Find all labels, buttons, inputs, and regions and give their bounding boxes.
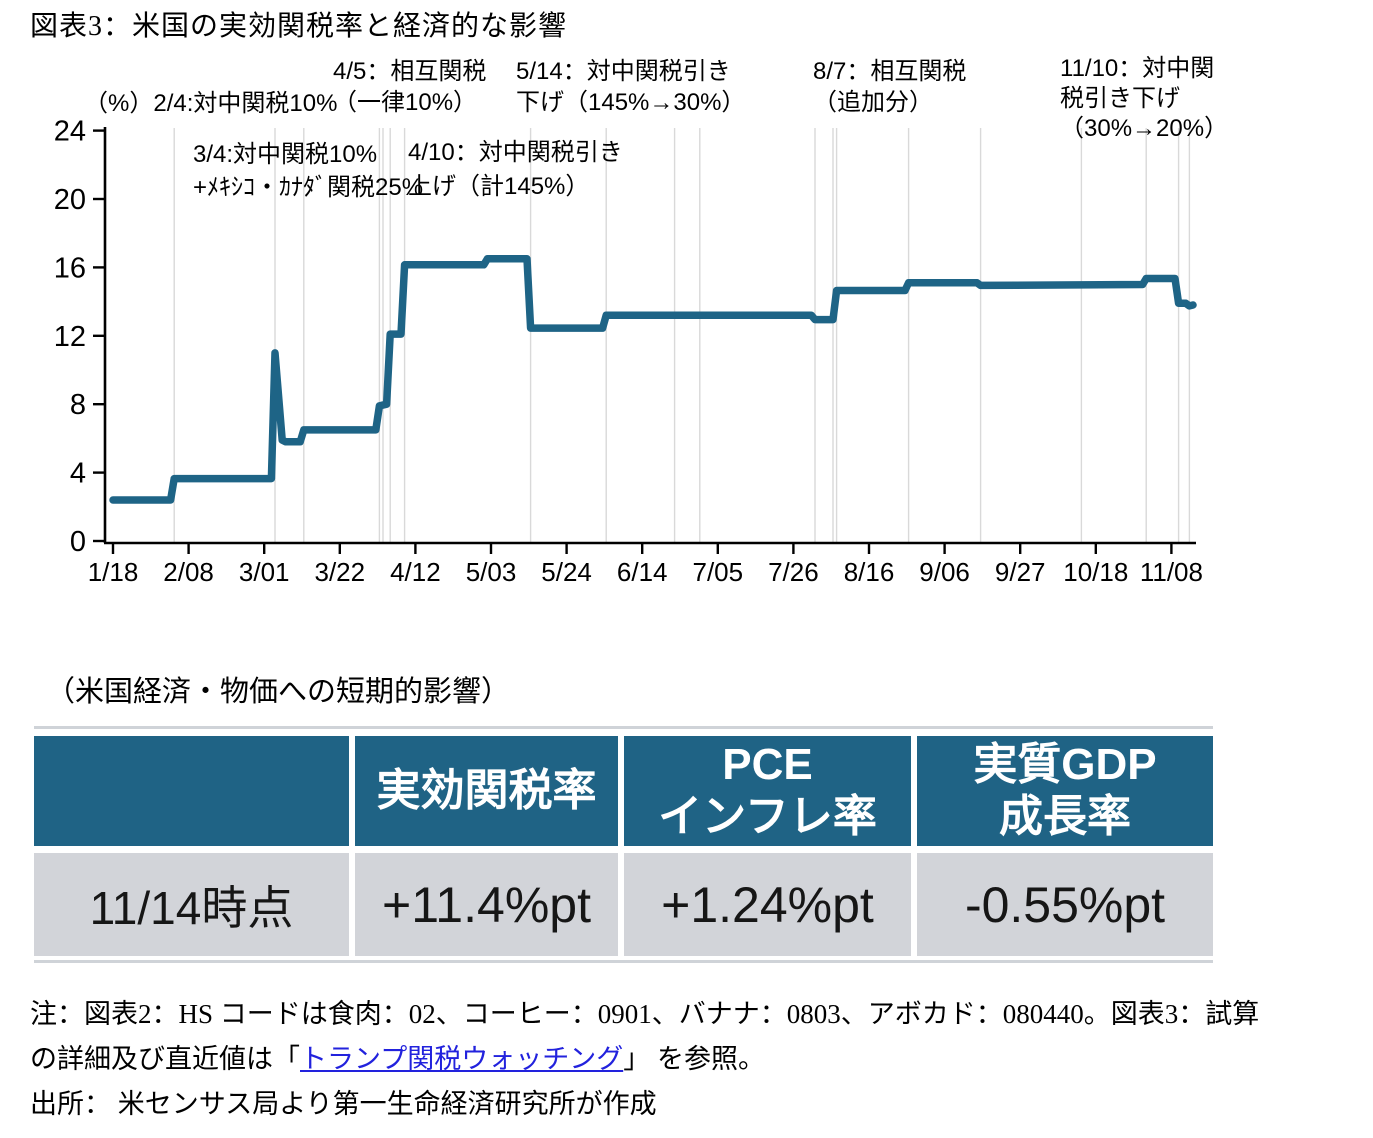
note-line-2: の詳細及び直近値は「トランプ関税ウォッチング」 を参照。	[30, 1037, 1370, 1082]
svg-text:0: 0	[70, 526, 86, 558]
svg-text:8: 8	[70, 389, 86, 421]
y-axis-unit-label: （%）	[84, 90, 154, 117]
annotation-row-1: （%） 2/4:対中関税10%	[84, 88, 337, 119]
svg-text:3/01: 3/01	[239, 557, 290, 587]
svg-text:6/14: 6/14	[617, 557, 668, 587]
tariff-line-chart: 0 4 8 12 16 20 24 1/18 2/08 3/01 3/22 4/12 5/03 5/24 6…	[54, 116, 1203, 587]
svg-text:9/06: 9/06	[919, 557, 970, 587]
annotation-mar4: 3/4:対中関税10% +ﾒｷｼｺ・ｶﾅﾀﾞ関税25%	[193, 141, 424, 201]
table-header-tariff: 実効関税率	[355, 736, 618, 846]
svg-text:10/18: 10/18	[1063, 557, 1128, 587]
svg-text:5/03: 5/03	[466, 557, 517, 587]
svg-text:2/08: 2/08	[163, 557, 214, 587]
svg-text:11/08: 11/08	[1140, 557, 1203, 587]
tariff-watching-link[interactable]: トランプ関税ウォッチング	[300, 1044, 624, 1074]
note-line-2-suffix: 」 を参照。	[623, 1044, 765, 1074]
page-title: 図表3：米国の実効関税率と経済的な影響	[30, 11, 568, 42]
svg-text:4: 4	[70, 458, 86, 490]
table-header-gdp: 実質GDP 成長率	[917, 736, 1213, 846]
svg-text:9/27: 9/27	[995, 557, 1046, 587]
impact-table: 実効関税率 PCE インフレ率 実質GDP 成長率 11/14時点 +11.4%…	[34, 726, 1213, 963]
table-value-gdp: -0.55%pt	[917, 853, 1213, 956]
table-header-blank	[34, 736, 349, 846]
annotation-nov10: 11/10：対中関 税引き下げ （30%→20%）	[1060, 55, 1229, 142]
svg-text:8/16: 8/16	[844, 557, 895, 587]
annotation-may14: 5/14：対中関税引き 下げ（145%→30%）	[516, 58, 746, 116]
table-row-label: 11/14時点	[34, 853, 349, 956]
annotation-apr5: 4/5：相互関税 （一律10%）	[333, 58, 487, 116]
svg-text:20: 20	[54, 184, 86, 216]
annotation-aug7: 8/7：相互関税 （追加分）	[813, 58, 967, 116]
svg-text:12: 12	[54, 321, 86, 353]
svg-text:24: 24	[54, 116, 86, 148]
svg-text:7/26: 7/26	[768, 557, 819, 587]
svg-text:4/12: 4/12	[390, 557, 441, 587]
svg-text:5/24: 5/24	[541, 557, 592, 587]
table-section-label: （米国経済・物価への短期的影響）	[46, 676, 511, 708]
svg-text:16: 16	[54, 252, 86, 284]
svg-text:7/05: 7/05	[692, 557, 743, 587]
svg-text:1/18: 1/18	[88, 557, 139, 587]
note-line-2-prefix: の詳細及び直近値は「	[30, 1044, 300, 1074]
footnotes: 注：図表2：HS コードは食肉：02、コーヒー：0901、バナナ：0803、アボ…	[30, 992, 1370, 1127]
table-value-pce: +1.24%pt	[624, 853, 911, 956]
table-value-tariff: +11.4%pt	[355, 853, 618, 956]
svg-text:3/22: 3/22	[314, 557, 365, 587]
source-line: 出所： 米センサス局より第一生命経済研究所が作成	[30, 1089, 657, 1119]
note-line-1: 注：図表2：HS コードは食肉：02、コーヒー：0901、バナナ：0803、アボ…	[30, 999, 1260, 1029]
annotation-feb4: 2/4:対中関税10%	[153, 90, 338, 117]
annotation-apr10: 4/10：対中関税引き 上げ（計145%）	[408, 139, 623, 200]
table-header-pce: PCE インフレ率	[624, 736, 911, 846]
